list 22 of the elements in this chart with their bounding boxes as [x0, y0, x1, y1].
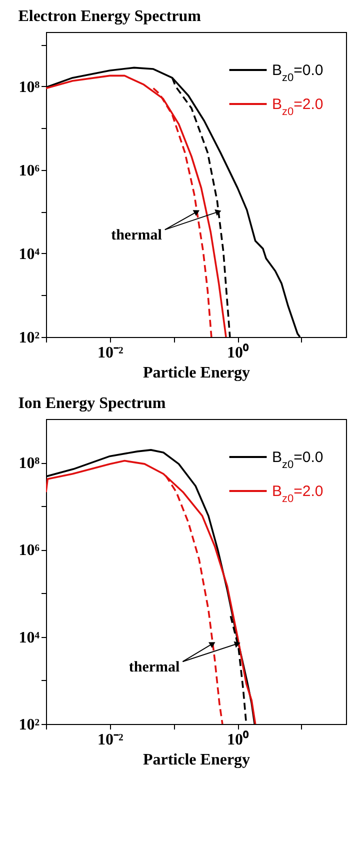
x-tick-label: 10⁻²	[97, 344, 124, 362]
legend-label: B$_{z0}$=2.0	[272, 483, 324, 505]
x-tick-label: 10⁰	[227, 730, 250, 748]
y-tick-label: 10²	[18, 716, 40, 734]
x-axis-title: Particle Energy	[142, 364, 250, 382]
y-tick-label: 10⁸	[18, 78, 40, 96]
y-tick-label: 10²	[18, 330, 40, 346]
chart-title: Electron Energy Spectrum	[18, 8, 202, 25]
y-tick-label: 10⁸	[18, 455, 40, 472]
x-tick-label: 10⁰	[227, 344, 250, 362]
legend-label: B$_{z0}$=2.0	[272, 96, 324, 118]
x-axis-title: Particle Energy	[142, 752, 250, 768]
annotation: thermal	[128, 660, 180, 676]
x-tick-label: 10⁻²	[97, 732, 124, 748]
y-tick-label: 10⁴	[18, 629, 40, 646]
chart-title: Ion Energy Spectrum	[18, 395, 166, 412]
annotation: thermal	[111, 228, 162, 244]
y-tick-label: 10⁶	[18, 162, 40, 180]
legend-label: B$_{z0}$=0.0	[272, 449, 324, 471]
legend-label: B$_{z0}$=0.0	[272, 62, 324, 84]
y-tick-label: 10⁶	[18, 542, 40, 560]
y-tick-label: 10⁴	[18, 246, 40, 263]
